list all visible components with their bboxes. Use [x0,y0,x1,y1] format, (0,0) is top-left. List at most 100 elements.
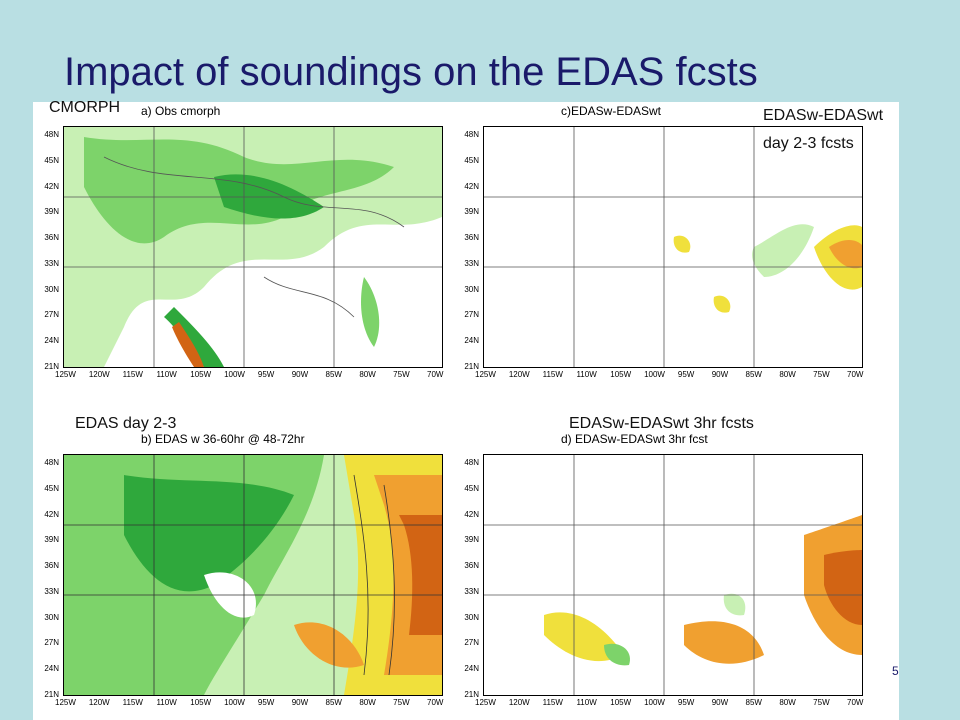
lat-tick-label: 36N [464,233,479,243]
map-c [483,126,863,368]
lon-tick-label: 115W [122,698,143,707]
page-number: 5 [892,664,899,678]
lat-tick-label: 33N [44,586,59,596]
lon-tick-label: 95W [257,370,275,379]
map-d [483,454,863,696]
label-edas-day: EDAS day 2-3 [75,415,177,432]
lat-tick-label: 30N [44,284,59,294]
lat-tick-label: 39N [44,207,59,217]
lon-tick-label: 80W [359,370,376,379]
lat-tick-label: 48N [464,130,479,139]
lon-tick-label: 110W [156,370,177,379]
lat-tick-label: 30N [464,612,479,622]
label-edasw-3hr: EDASw-EDASwt 3hr fcsts [569,415,754,432]
panel-b: b) EDAS w 36-60hr @ 48-72hr 48N 45N 42N 39N… [33,430,453,720]
lon-tick-label: 85W [325,370,342,379]
panel-a: a) Obs cmorph 48N 45N 42N 39N 36N 33N 30N 27N 24… [33,102,453,392]
lat-tick-label: 48N [464,458,479,467]
lon-tick-label: 75W [813,370,830,379]
lat-tick-label: 42N [464,509,479,519]
lon-tick-label: 100W [644,698,665,707]
lat-tick-label: 24N [44,336,59,346]
lat-tick-label: 30N [464,284,479,294]
lat-tick-label: 27N [464,310,479,320]
lon-tick-label: 115W [542,698,563,707]
panel-a-title: a) Obs cmorph [141,104,221,118]
lat-tick-label: 39N [44,535,59,545]
slide-title: Impact of soundings on the EDAS fcsts [64,50,758,94]
label-edasw-line2: day 2-3 fcsts [763,135,854,152]
panel-d: d) EDASw-EDASwt 3hr fcst 48N 45N 42N 39N 36N… [453,430,899,720]
lon-tick-label: 85W [745,370,762,379]
lon-tick-label: 90W [291,698,309,707]
lon-tick-label: 105W [610,698,632,707]
lon-tick-label: 110W [576,370,597,379]
lat-tick-label: 27N [464,638,479,648]
lon-tick-label: 90W [711,698,729,707]
lat-tick-label: 24N [464,336,479,346]
lat-tick-label: 30N [44,612,59,622]
lon-tick-label: 95W [677,370,695,379]
lon-tick-label: 80W [779,698,796,707]
lat-tick-label: 27N [44,310,59,320]
map-b-graphic [64,455,442,695]
lon-tick-label: 120W [508,698,530,707]
lon-tick-label: 100W [644,370,665,379]
label-cmorph: CMORPH [49,99,121,116]
lon-tick-label: 70W [427,370,444,379]
lon-tick-label: 120W [88,698,110,707]
lat-tick-label: 27N [44,638,59,648]
lon-tick-label: 95W [677,698,695,707]
lat-tick-label: 48N [44,130,59,139]
lon-tick-label: 100W [224,698,245,707]
lon-tick-label: 105W [190,370,212,379]
map-a-graphic [64,127,442,367]
lat-tick-label: 21N [44,690,59,699]
lon-tick-label: 90W [291,370,309,379]
lat-tick-label: 45N [464,155,479,165]
lon-tick-label: 70W [847,698,864,707]
lat-tick-label: 21N [44,362,59,371]
lat-tick-label: 33N [464,586,479,596]
lon-tick-label: 95W [257,698,275,707]
lat-tick-label: 45N [44,155,59,165]
map-b [63,454,443,696]
lon-tick-label: 100W [224,370,245,379]
lat-tick-label: 45N [464,483,479,493]
lon-tick-label: 125W [55,698,76,707]
lon-tick-label: 80W [359,698,376,707]
panel-d-title: d) EDASw-EDASwt 3hr fcst [561,432,708,446]
lat-tick-label: 36N [464,561,479,571]
label-edasw-line1: EDASw-EDASwt [763,107,884,124]
lat-tick-label: 42N [464,181,479,191]
figure-sheet: a) Obs cmorph 48N 45N 42N 39N 36N 33N 30N 27N 24… [33,99,899,720]
panel-c-title: c)EDASw-EDASwt [561,104,662,118]
lon-tick-label: 80W [779,370,796,379]
lon-tick-label: 105W [610,370,632,379]
lon-tick-label: 90W [711,370,729,379]
lon-tick-label: 85W [325,698,342,707]
lon-tick-label: 75W [813,698,830,707]
lon-tick-label: 70W [847,370,864,379]
lon-tick-label: 110W [156,698,177,707]
panel-c: c)EDASw-EDASwt 48N 45N 42N 39N 36N 33N 30N 27N 2… [453,102,899,392]
lon-tick-label: 75W [393,698,410,707]
map-c-graphic [484,127,862,367]
lat-tick-label: 48N [44,458,59,467]
lon-tick-label: 125W [475,698,496,707]
lat-tick-label: 33N [464,258,479,268]
lon-tick-label: 105W [190,698,212,707]
map-d-graphic [484,455,862,695]
lon-tick-label: 120W [508,370,530,379]
lon-tick-label: 120W [88,370,110,379]
lon-tick-label: 125W [55,370,76,379]
map-a [63,126,443,368]
lat-tick-label: 39N [464,207,479,217]
lon-tick-label: 85W [745,698,762,707]
lon-tick-label: 125W [475,370,496,379]
lat-tick-label: 21N [464,362,479,371]
lon-tick-label: 110W [576,698,597,707]
lat-tick-label: 24N [44,664,59,674]
lat-tick-label: 36N [44,561,59,571]
lat-tick-label: 42N [44,509,59,519]
